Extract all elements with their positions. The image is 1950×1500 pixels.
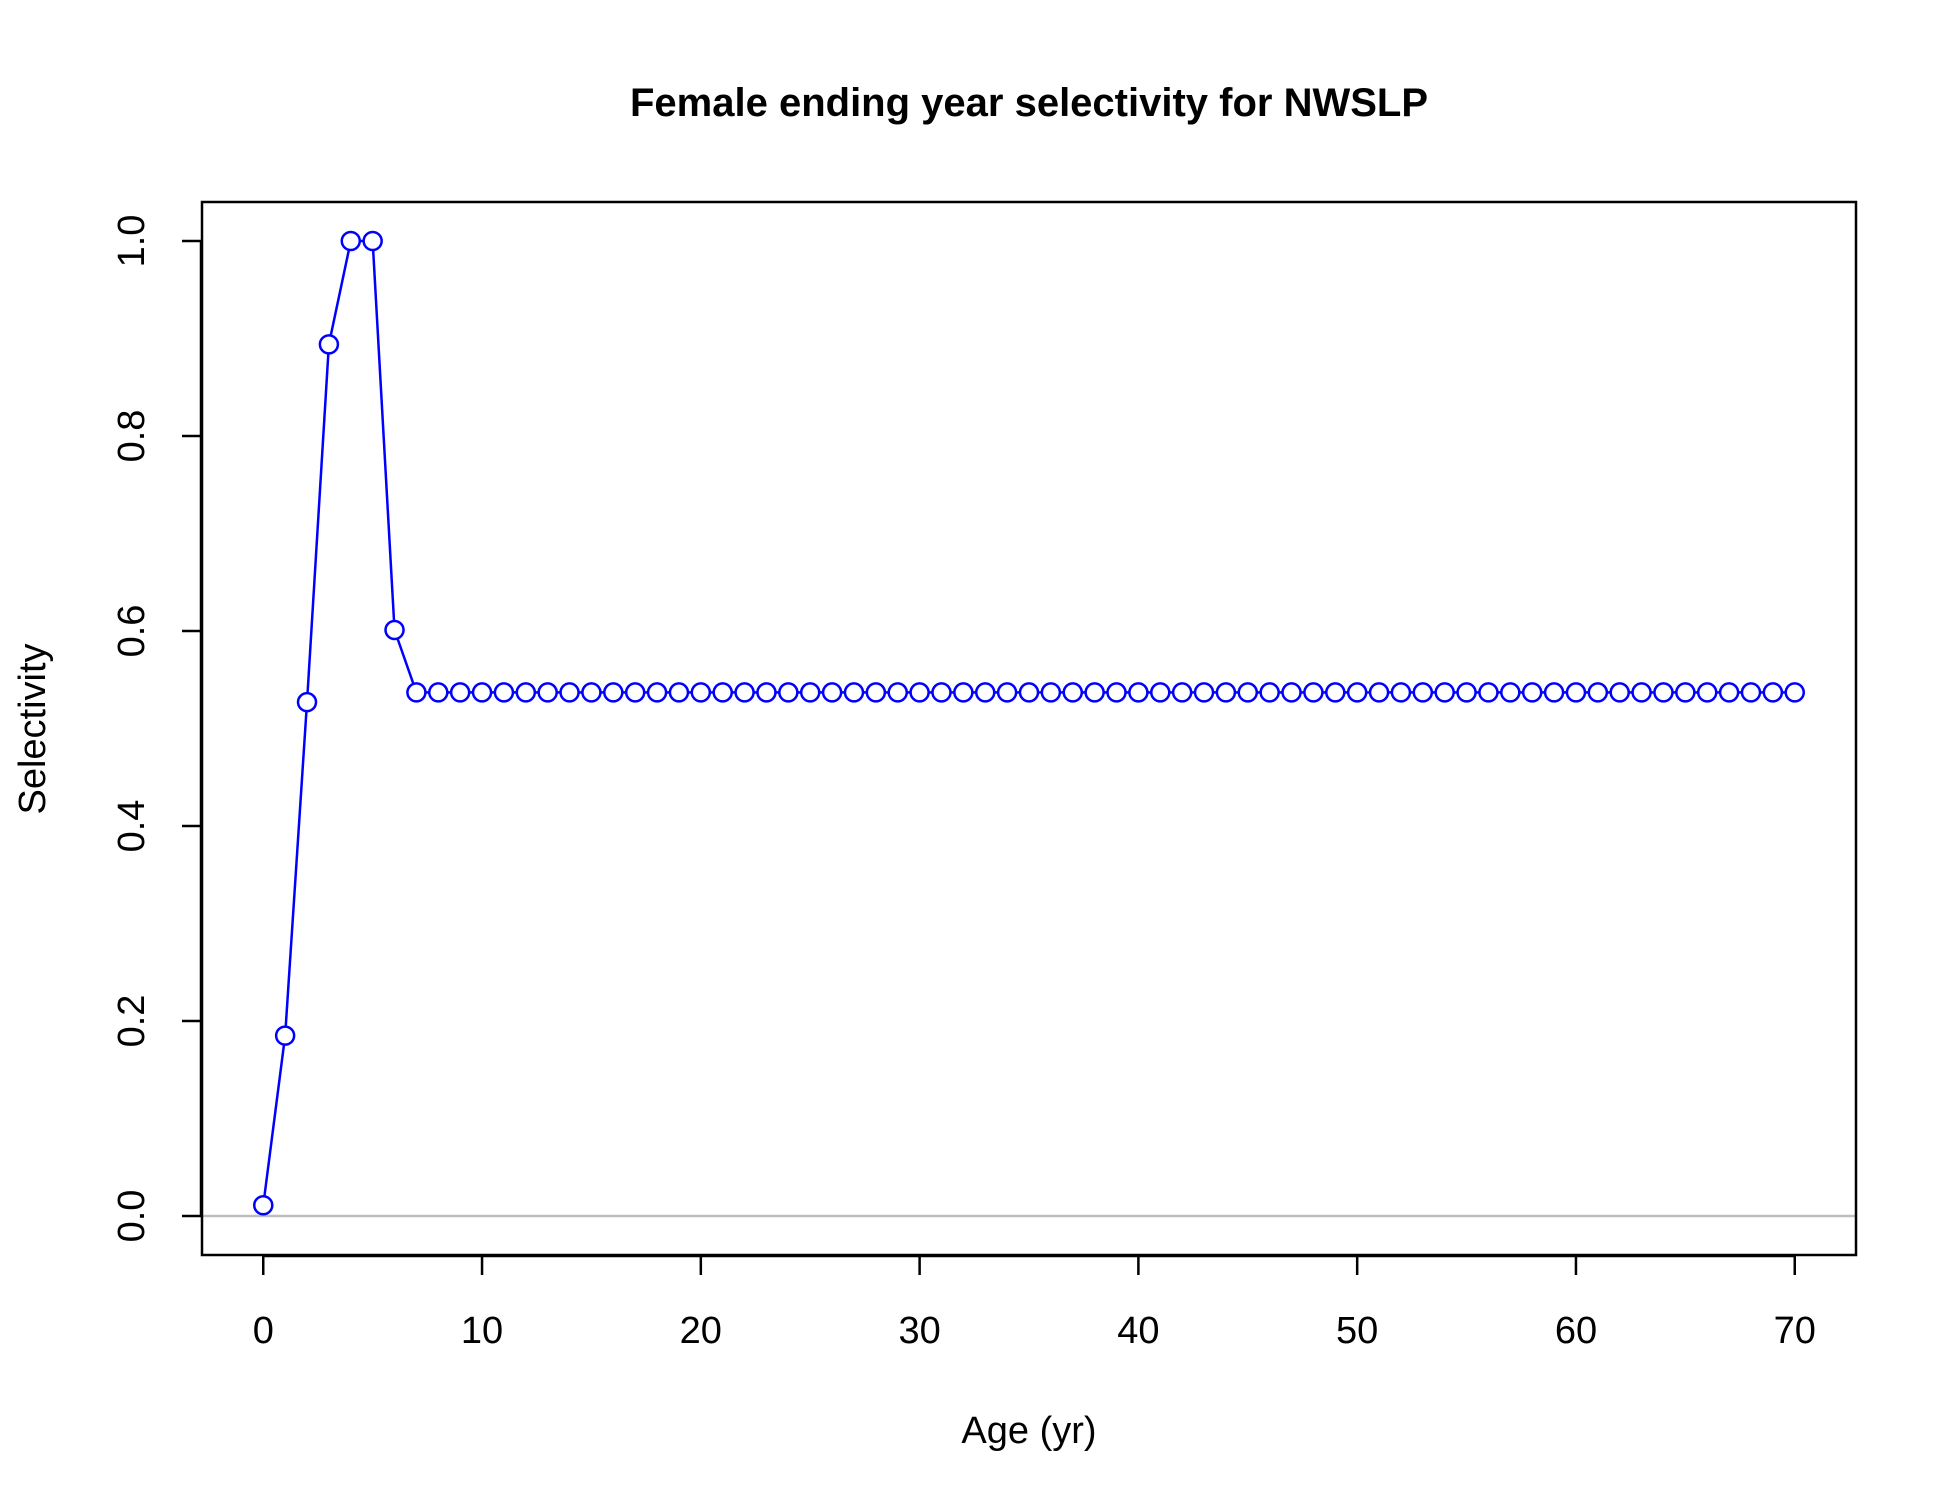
y-axis: 0.0 0.2 0.4 0.6 0.8 1.0 — [111, 215, 203, 1243]
data-point — [1062, 682, 1084, 703]
data-point — [734, 682, 755, 703]
data-point — [1193, 682, 1215, 703]
data-point — [581, 682, 602, 703]
data-point — [296, 691, 318, 713]
data-point — [1784, 682, 1805, 703]
data-point — [668, 682, 690, 703]
series-line-segment — [263, 1044, 286, 1197]
data-point — [515, 682, 537, 703]
data-point — [362, 230, 383, 252]
data-point — [1237, 682, 1259, 703]
x-tick-label: 60 — [1555, 1310, 1597, 1352]
data-point — [931, 682, 952, 703]
data-point — [1500, 682, 1521, 703]
chart-title: Female ending year selectivity for NWSLP — [630, 81, 1428, 125]
data-point — [1390, 682, 1412, 703]
x-tick-label: 40 — [1117, 1310, 1159, 1352]
series-line-segment — [284, 711, 308, 1027]
y-tick-label: 0.4 — [111, 800, 153, 853]
data-point — [603, 682, 624, 703]
x-axis-label: Age (yr) — [961, 1410, 1096, 1452]
data-point — [1303, 682, 1324, 703]
data-point — [1150, 682, 1171, 703]
data-point — [428, 682, 449, 703]
data-point — [1281, 682, 1302, 703]
data-point — [1106, 682, 1127, 703]
data-point — [406, 682, 427, 703]
data-point — [1718, 682, 1740, 703]
data-point — [1171, 682, 1193, 703]
data-point — [493, 682, 515, 703]
data-point — [646, 682, 668, 703]
data-point — [559, 682, 580, 703]
data-point — [1325, 682, 1346, 703]
x-tick-label: 70 — [1774, 1310, 1816, 1352]
x-tick-label: 0 — [253, 1310, 274, 1352]
y-tick-label: 1.0 — [111, 215, 153, 268]
series-line-segment — [371, 249, 396, 622]
data-point — [778, 682, 799, 703]
y-axis-label: Selectivity — [12, 643, 54, 814]
series-line-segment — [396, 638, 415, 685]
data-point — [1456, 682, 1477, 703]
data-point — [996, 682, 1018, 703]
data-point — [974, 682, 996, 703]
data-point — [340, 230, 362, 252]
data-point — [537, 682, 558, 703]
data-point — [1740, 682, 1762, 703]
data-point — [1762, 682, 1784, 703]
y-tick-label: 0.2 — [111, 995, 153, 1048]
y-tick-label: 0.0 — [111, 1190, 153, 1243]
data-point — [1368, 682, 1390, 703]
data-point — [799, 682, 821, 703]
data-point — [449, 682, 471, 703]
data-point — [624, 682, 646, 703]
data-point — [756, 682, 777, 703]
x-tick-label: 10 — [461, 1310, 503, 1352]
data-point — [253, 1195, 274, 1216]
data-point — [1478, 682, 1499, 703]
data-point — [712, 682, 733, 703]
data-point — [821, 682, 843, 703]
data-point — [843, 682, 865, 703]
data-point — [1696, 682, 1718, 703]
data-point — [1609, 682, 1630, 703]
data-point — [1631, 682, 1652, 703]
data-point — [909, 682, 930, 703]
data-point — [887, 682, 908, 703]
data-point — [1543, 682, 1565, 703]
series-line-segment — [306, 353, 330, 694]
x-axis: 0 10 20 30 40 50 60 70 — [253, 1254, 1816, 1352]
data-point — [318, 334, 340, 355]
data-point — [1215, 682, 1237, 703]
x-tick-label: 30 — [898, 1310, 940, 1352]
data-point — [1346, 682, 1368, 703]
y-tick-label: 0.8 — [111, 410, 153, 463]
x-tick-label: 20 — [680, 1310, 722, 1352]
data-point — [865, 682, 887, 703]
series-points-layer — [253, 230, 1805, 1216]
data-point — [1521, 682, 1543, 703]
data-point — [1587, 682, 1609, 703]
x-tick-label: 50 — [1336, 1310, 1378, 1352]
data-point — [1434, 682, 1455, 703]
data-point — [1675, 682, 1696, 703]
data-point — [1128, 682, 1149, 703]
data-point — [953, 682, 974, 703]
y-tick-label: 0.6 — [111, 605, 153, 658]
data-point — [274, 1025, 296, 1046]
data-point — [1565, 682, 1587, 703]
series-line-segment — [329, 249, 351, 336]
data-point — [1018, 682, 1040, 703]
data-point — [471, 682, 493, 703]
data-point — [1653, 682, 1674, 703]
data-point — [690, 682, 712, 703]
data-point — [1040, 682, 1062, 703]
data-point — [1084, 682, 1105, 703]
data-point — [1259, 682, 1280, 703]
data-point — [384, 619, 405, 641]
data-point — [1412, 682, 1434, 703]
